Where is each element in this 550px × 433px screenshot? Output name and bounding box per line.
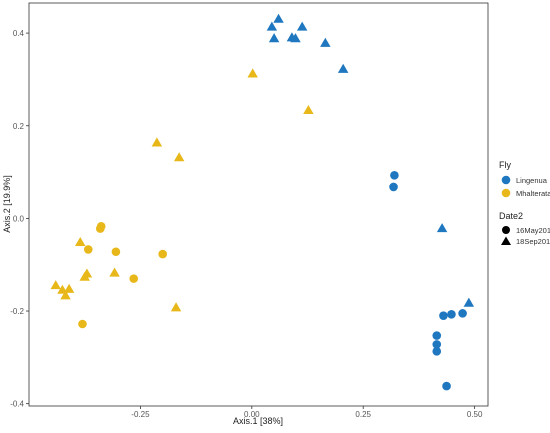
point-mhalterata-triangle bbox=[50, 280, 61, 290]
y-axis-title: Axis.2 [19.9%] bbox=[2, 175, 12, 233]
x-tick-label: 0.00 bbox=[244, 410, 260, 419]
legend-shape-label-circle: 16May2014 bbox=[516, 226, 550, 235]
legend-shape-title: Date2 bbox=[499, 211, 523, 221]
point-mhalterata-triangle bbox=[247, 68, 258, 78]
point-lingenua-triangle bbox=[268, 33, 280, 43]
point-lingenua-triangle bbox=[290, 33, 301, 43]
x-axis-title: Axis.1 [38%] bbox=[233, 416, 283, 426]
point-lingenua-triangle bbox=[463, 297, 475, 307]
point-mhalterata-circle bbox=[83, 245, 93, 254]
x-tick-label: 0.50 bbox=[467, 410, 483, 419]
legend-shape-circle-icon bbox=[502, 226, 510, 234]
point-mhalterata-triangle bbox=[75, 236, 86, 247]
y-tick-label: 0.0 bbox=[13, 214, 25, 223]
point-mhalterata-triangle bbox=[60, 290, 71, 300]
point-lingenua-triangle bbox=[337, 63, 349, 73]
point-mhalterata-circle bbox=[111, 247, 121, 257]
plot-panel bbox=[28, 2, 489, 407]
point-lingenua-circle bbox=[389, 182, 398, 192]
point-lingenua-circle bbox=[458, 309, 467, 318]
point-mhalterata-circle bbox=[129, 274, 139, 283]
point-lingenua-triangle bbox=[436, 223, 448, 233]
point-mhalterata-triangle bbox=[151, 137, 163, 147]
point-mhalterata-triangle bbox=[109, 267, 120, 277]
legend-color-label-mhalterata: Mhalterata bbox=[516, 189, 550, 198]
point-lingenua-circle bbox=[442, 381, 451, 391]
point-mhalterata-triangle bbox=[79, 271, 90, 281]
y-tick-label: 0.2 bbox=[13, 122, 25, 131]
point-mhalterata-triangle bbox=[303, 104, 314, 115]
point-lingenua-circle bbox=[447, 309, 456, 319]
point-lingenua-circle bbox=[432, 331, 442, 340]
point-mhalterata-circle bbox=[96, 224, 105, 233]
point-lingenua-triangle bbox=[296, 21, 308, 31]
data-points bbox=[50, 13, 475, 391]
x-tick-label: -0.25 bbox=[131, 410, 150, 419]
legend: Fly Lingenua Mhalterata Date2 16May2014 … bbox=[499, 160, 550, 246]
legend-color-label-lingenua: Lingenua bbox=[516, 176, 548, 185]
point-lingenua-triangle bbox=[320, 37, 331, 47]
point-mhalterata-circle bbox=[78, 319, 87, 329]
legend-color-swatch-mhalterata bbox=[501, 188, 511, 198]
point-lingenua-circle bbox=[439, 311, 448, 320]
point-mhalterata-triangle bbox=[173, 152, 185, 162]
legend-color-swatch-lingenua bbox=[501, 175, 511, 185]
y-tick-label: -0.4 bbox=[10, 400, 24, 409]
legend-shape-label-triangle: 18Sep2014 bbox=[516, 237, 550, 246]
point-lingenua-circle bbox=[432, 340, 442, 349]
point-lingenua-triangle bbox=[266, 21, 278, 31]
x-tick-label: 0.25 bbox=[355, 410, 371, 419]
legend-color-title: Fly bbox=[499, 160, 511, 170]
point-lingenua-circle bbox=[390, 171, 399, 180]
point-lingenua-circle bbox=[432, 347, 442, 356]
y-tick-label: 0.4 bbox=[13, 29, 25, 38]
point-lingenua-triangle bbox=[273, 13, 284, 23]
point-mhalterata-circle bbox=[158, 249, 167, 259]
legend-shape-triangle-icon bbox=[501, 236, 511, 245]
axis-ticks: -0.25 0.00 0.25 0.50 0.4 0.2 0.0 -0.2 -0.4 bbox=[10, 29, 483, 419]
point-mhalterata-triangle bbox=[63, 283, 75, 293]
y-tick-label: -0.2 bbox=[10, 307, 24, 316]
point-mhalterata-triangle bbox=[170, 302, 182, 312]
